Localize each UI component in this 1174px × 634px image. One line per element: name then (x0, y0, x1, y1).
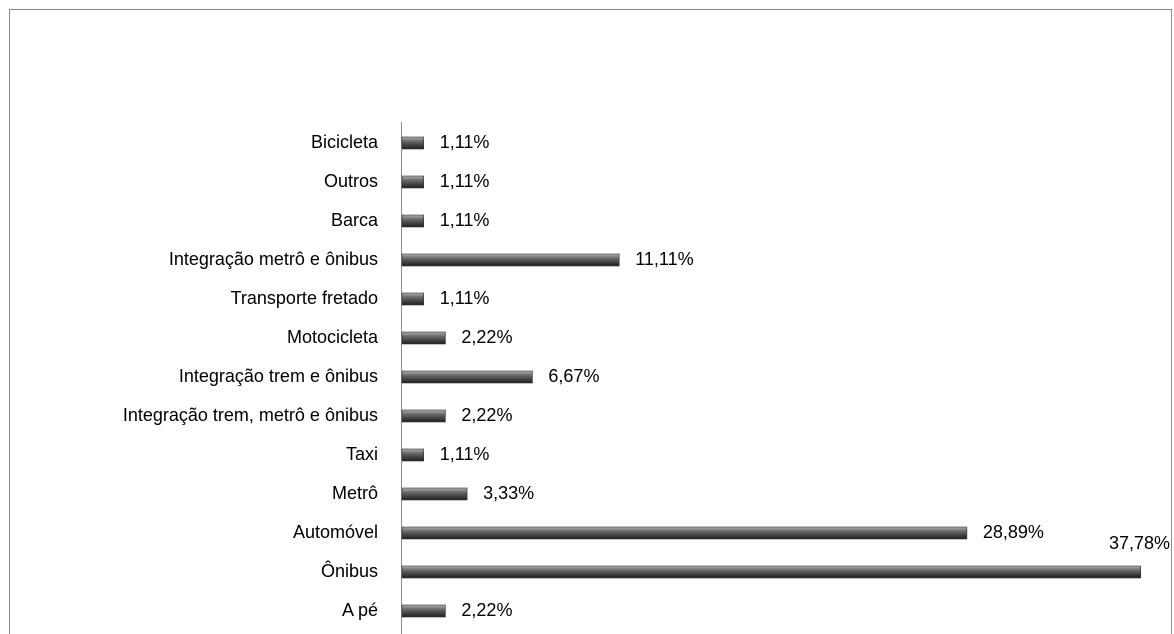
bar (401, 409, 446, 423)
y-tick-label: A pé (342, 600, 378, 620)
data-label: 1,11% (440, 132, 490, 152)
y-tick-label: Barca (331, 210, 379, 230)
bar (401, 448, 425, 462)
bar (401, 175, 425, 189)
bar (401, 487, 468, 501)
bar (401, 604, 446, 618)
data-label: 2,22% (461, 327, 512, 347)
data-label: 1,11% (440, 288, 490, 308)
y-tick-label: Outros (324, 171, 378, 191)
y-tick-label: Taxi (346, 444, 378, 464)
data-label: 1,11% (440, 444, 490, 464)
data-label: 37,78% (1109, 533, 1170, 553)
bar (401, 331, 446, 345)
bar (401, 292, 425, 306)
data-label: 3,33% (483, 483, 534, 503)
bar (401, 565, 1141, 579)
y-tick-label: Transporte fretado (231, 288, 378, 308)
bar (401, 253, 620, 267)
y-tick-label: Integração trem e ônibus (179, 366, 378, 386)
data-label: 28,89% (983, 522, 1044, 542)
data-label: 2,22% (461, 405, 512, 425)
y-tick-label: Integração trem, metrô e ônibus (123, 405, 378, 425)
data-label: 2,22% (461, 600, 512, 620)
y-tick-label: Ônibus (321, 560, 378, 581)
bar (401, 370, 533, 384)
y-tick-label: Bicicleta (311, 132, 379, 152)
data-label: 1,11% (440, 171, 490, 191)
bar (401, 214, 425, 228)
y-tick-label: Motocicleta (287, 327, 379, 347)
bar (401, 136, 425, 150)
chart-border (9, 9, 1172, 634)
bar (401, 526, 968, 540)
y-tick-label: Integração metrô e ônibus (169, 249, 378, 269)
y-tick-label: Automóvel (293, 522, 378, 542)
y-tick-label: Metrô (332, 483, 378, 503)
data-label: 6,67% (548, 366, 599, 386)
data-label: 11,11% (635, 249, 693, 269)
data-label: 1,11% (440, 210, 490, 230)
